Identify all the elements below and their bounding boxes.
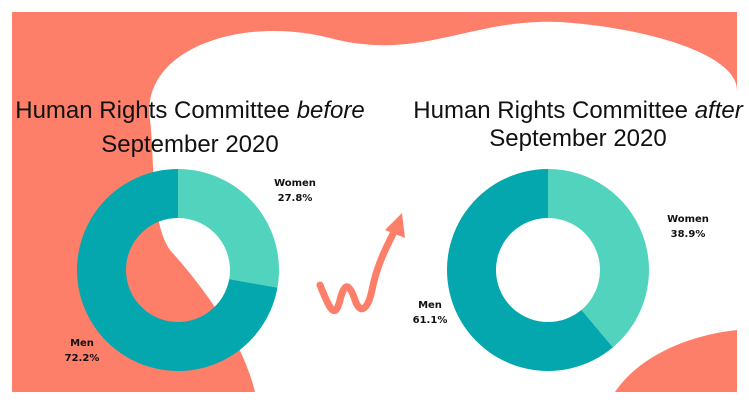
chart-title: September 2020 <box>101 131 278 158</box>
slice-value-label: 38.9% <box>671 229 706 240</box>
chart-title: September 2020 <box>489 125 666 152</box>
title-lead: Human Rights Committee <box>413 97 688 124</box>
slice-value-label: 27.8% <box>278 193 313 204</box>
slice-category-label: Women <box>274 178 316 189</box>
title-emphasis: after <box>695 97 744 124</box>
slice-category-label: Men <box>418 300 442 311</box>
chart-title: Human Rights Committee after <box>413 97 743 124</box>
infographic: Human Rights Committee before September … <box>0 0 749 404</box>
slice-value-label: 61.1% <box>413 315 448 326</box>
chart-title: Human Rights Committee before <box>15 97 365 124</box>
title-lead: Human Rights Committee <box>15 97 290 124</box>
slice-category-label: Women <box>667 214 709 225</box>
title-emphasis: before <box>297 97 365 124</box>
slice-category-label: Men <box>70 338 94 349</box>
slice-value-label: 72.2% <box>65 353 100 364</box>
